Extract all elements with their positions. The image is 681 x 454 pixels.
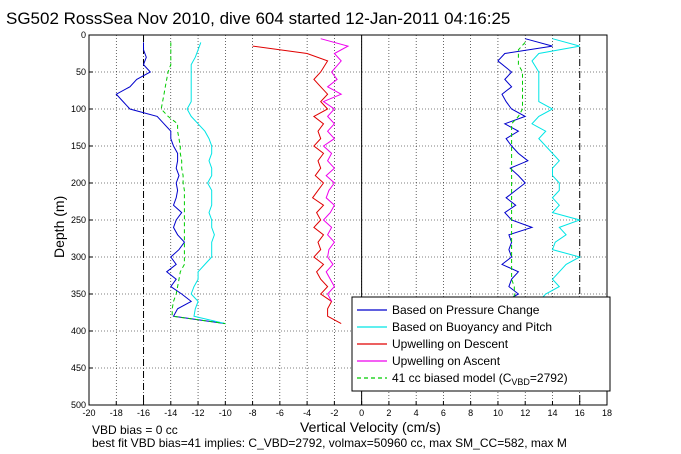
x-tick-label: -8: [249, 408, 257, 418]
y-tick-label: 400: [71, 326, 86, 336]
x-tick-label: 2: [386, 408, 391, 418]
legend-label-end: =2792): [530, 371, 568, 385]
x-tick-label: 6: [441, 408, 446, 418]
legend-label: Based on Pressure Change: [392, 303, 540, 317]
x-tick-label: -6: [276, 408, 284, 418]
series-line: [186, 42, 226, 325]
y-tick-label: 350: [71, 289, 86, 299]
y-axis-label: Depth (m): [51, 196, 67, 258]
x-tick-label: -4: [303, 408, 311, 418]
y-tick-label: 50: [76, 67, 86, 77]
series-line: [531, 38, 582, 302]
x-tick-label: 16: [575, 408, 585, 418]
x-tick-label: -16: [137, 408, 150, 418]
x-tick-label: 0: [359, 408, 364, 418]
legend-label: 41 cc biased model (CVBD=2792): [392, 371, 568, 387]
legend-box: [351, 296, 611, 392]
x-tick-label: 12: [520, 408, 530, 418]
y-tick-label: 100: [71, 104, 86, 114]
y-tick-label: 150: [71, 141, 86, 151]
series-line: [160, 42, 226, 325]
x-tick-label: -14: [164, 408, 177, 418]
y-tick-label: 450: [71, 363, 86, 373]
series-line: [320, 38, 350, 302]
x-tick-label: -20: [82, 408, 95, 418]
chart-title: SG502 RossSea Nov 2010, dive 604 started…: [6, 9, 510, 28]
x-axis-label: Vertical Velocity (cm/s): [300, 419, 441, 435]
best-fit-note: best fit VBD bias=41 implies: C_VBD=2792…: [92, 436, 567, 450]
x-tick-label: -12: [192, 408, 205, 418]
legend: Based on Pressure Change Based on Buoyanc…: [351, 296, 611, 392]
series-line: [115, 42, 226, 325]
y-axis-ticks: 0 50 100 150 200 250 300 350 400 450 500: [71, 30, 93, 410]
y-tick-label: 300: [71, 252, 86, 262]
x-tick-label: 4: [414, 408, 419, 418]
x-tick-label: -2: [330, 408, 338, 418]
y-tick-label: 500: [71, 400, 86, 410]
series-line: [252, 45, 342, 325]
x-axis-ticks: -20 -18 -16 -14 -12 -10 -8 -6 -4 -2 0 2 4 6 8 10 12 14 16 1…: [82, 401, 612, 418]
x-tick-label: -18: [110, 408, 123, 418]
x-tick-label: 10: [493, 408, 503, 418]
series-line: [497, 38, 553, 302]
legend-label-subscript: VBD: [511, 377, 530, 387]
y-tick-label: 250: [71, 215, 86, 225]
x-tick-label: 18: [602, 408, 612, 418]
x-tick-label: -10: [219, 408, 232, 418]
x-tick-label: 14: [547, 408, 557, 418]
y-tick-label: 0: [81, 30, 86, 40]
x-tick-label: 8: [468, 408, 473, 418]
y-tick-label: 200: [71, 178, 86, 188]
series-line: [511, 42, 526, 302]
vbd-bias-note: VBD bias = 0 cc: [92, 423, 178, 437]
legend-label: Upwelling on Ascent: [392, 354, 501, 368]
legend-label: Upwelling on Descent: [392, 337, 509, 351]
data-series: [115, 38, 582, 325]
legend-label: Based on Buoyancy and Pitch: [392, 320, 552, 334]
